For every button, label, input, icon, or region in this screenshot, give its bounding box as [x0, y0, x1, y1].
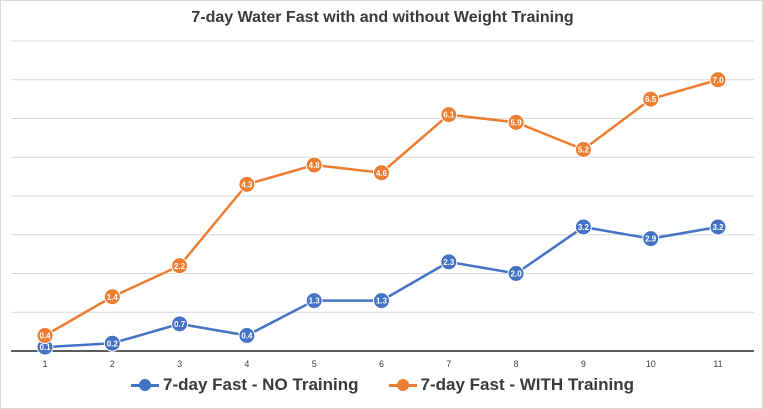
- legend-swatch-no-training: [130, 378, 159, 392]
- x-tick-label: 6: [379, 359, 384, 369]
- data-label-no-training: 2.3: [443, 258, 455, 267]
- data-point-no-training: [238, 327, 256, 344]
- legend-swatch-with-training: [388, 378, 417, 392]
- data-point-no-training: [373, 292, 390, 310]
- data-label-with-training: 6.5: [645, 95, 657, 104]
- data-label-no-training: 2.0: [511, 270, 523, 279]
- data-label-no-training: 0.7: [174, 320, 186, 329]
- legend-label-with-training: 7-day Fast - WITH Training: [420, 375, 634, 394]
- legend-dot-no-training: [138, 379, 151, 391]
- data-point-with-training: [171, 257, 189, 275]
- x-tick-label: 8: [514, 359, 519, 369]
- data-point-no-training: [709, 218, 727, 236]
- data-point-with-training: [574, 141, 592, 158]
- data-label-no-training: 3.2: [712, 223, 724, 232]
- data-label-no-training: 3.2: [578, 223, 590, 232]
- data-label-no-training: 0.4: [241, 332, 253, 341]
- data-label-no-training: 1.3: [309, 297, 321, 306]
- data-label-no-training: 0.2: [107, 339, 119, 348]
- series-line-no-training: [44, 225, 719, 349]
- legend-item-with-training[interactable]: 7-day Fast - WITH Training: [388, 375, 634, 395]
- data-label-with-training: 6.1: [443, 111, 455, 120]
- data-label-with-training: 5.2: [578, 146, 590, 155]
- data-point-with-training: [440, 106, 458, 124]
- data-point-no-training: [305, 292, 323, 310]
- x-tick-label: 5: [312, 359, 317, 369]
- data-point-with-training: [103, 288, 121, 306]
- data-label-no-training: 0.1: [39, 343, 51, 352]
- legend-item-no-training[interactable]: 7-day Fast - NO Training: [130, 375, 359, 395]
- x-tick-label: 10: [646, 359, 656, 369]
- x-tick-label: 7: [446, 359, 451, 369]
- legend-label-no-training: 7-day Fast - NO Training: [162, 375, 359, 394]
- data-point-with-training: [642, 90, 660, 108]
- data-point-no-training: [440, 253, 458, 271]
- data-label-no-training: 2.9: [645, 235, 657, 244]
- data-point-no-training: [507, 265, 525, 282]
- chart-title: 7-day Water Fast with and without Weight…: [191, 9, 574, 26]
- x-tick-label: 1: [42, 359, 47, 369]
- data-point-no-training: [574, 218, 592, 236]
- x-tick-label: 4: [244, 359, 249, 369]
- data-label-with-training: 2.2: [174, 262, 186, 271]
- x-tick-label: 11: [713, 359, 722, 369]
- data-label-with-training: 4.8: [309, 161, 321, 170]
- data-point-with-training: [238, 175, 256, 193]
- data-label-with-training: 1.4: [107, 293, 119, 302]
- data-point-with-training: [709, 71, 727, 89]
- data-label-with-training: 7.0: [712, 76, 724, 85]
- data-point-with-training: [373, 164, 390, 182]
- data-label-with-training: 5.9: [511, 118, 523, 127]
- data-point-no-training: [642, 230, 660, 248]
- x-tick-label: 9: [581, 359, 586, 369]
- data-point-with-training: [507, 113, 525, 131]
- data-label-with-training: 0.4: [39, 332, 51, 341]
- data-point-with-training: [36, 327, 54, 344]
- legend: 7-day Fast - NO Training 7-day Fast - WI…: [1, 375, 763, 395]
- data-label-with-training: 4.6: [376, 169, 388, 178]
- data-point-with-training: [305, 156, 323, 174]
- legend-dot-with-training: [396, 379, 409, 391]
- data-point-no-training: [103, 334, 121, 352]
- x-tick-label: 2: [110, 359, 115, 369]
- x-tick-label: 3: [177, 359, 182, 369]
- data-point-no-training: [171, 315, 189, 333]
- data-label-with-training: 4.3: [241, 180, 253, 189]
- data-label-no-training: 1.3: [376, 297, 388, 306]
